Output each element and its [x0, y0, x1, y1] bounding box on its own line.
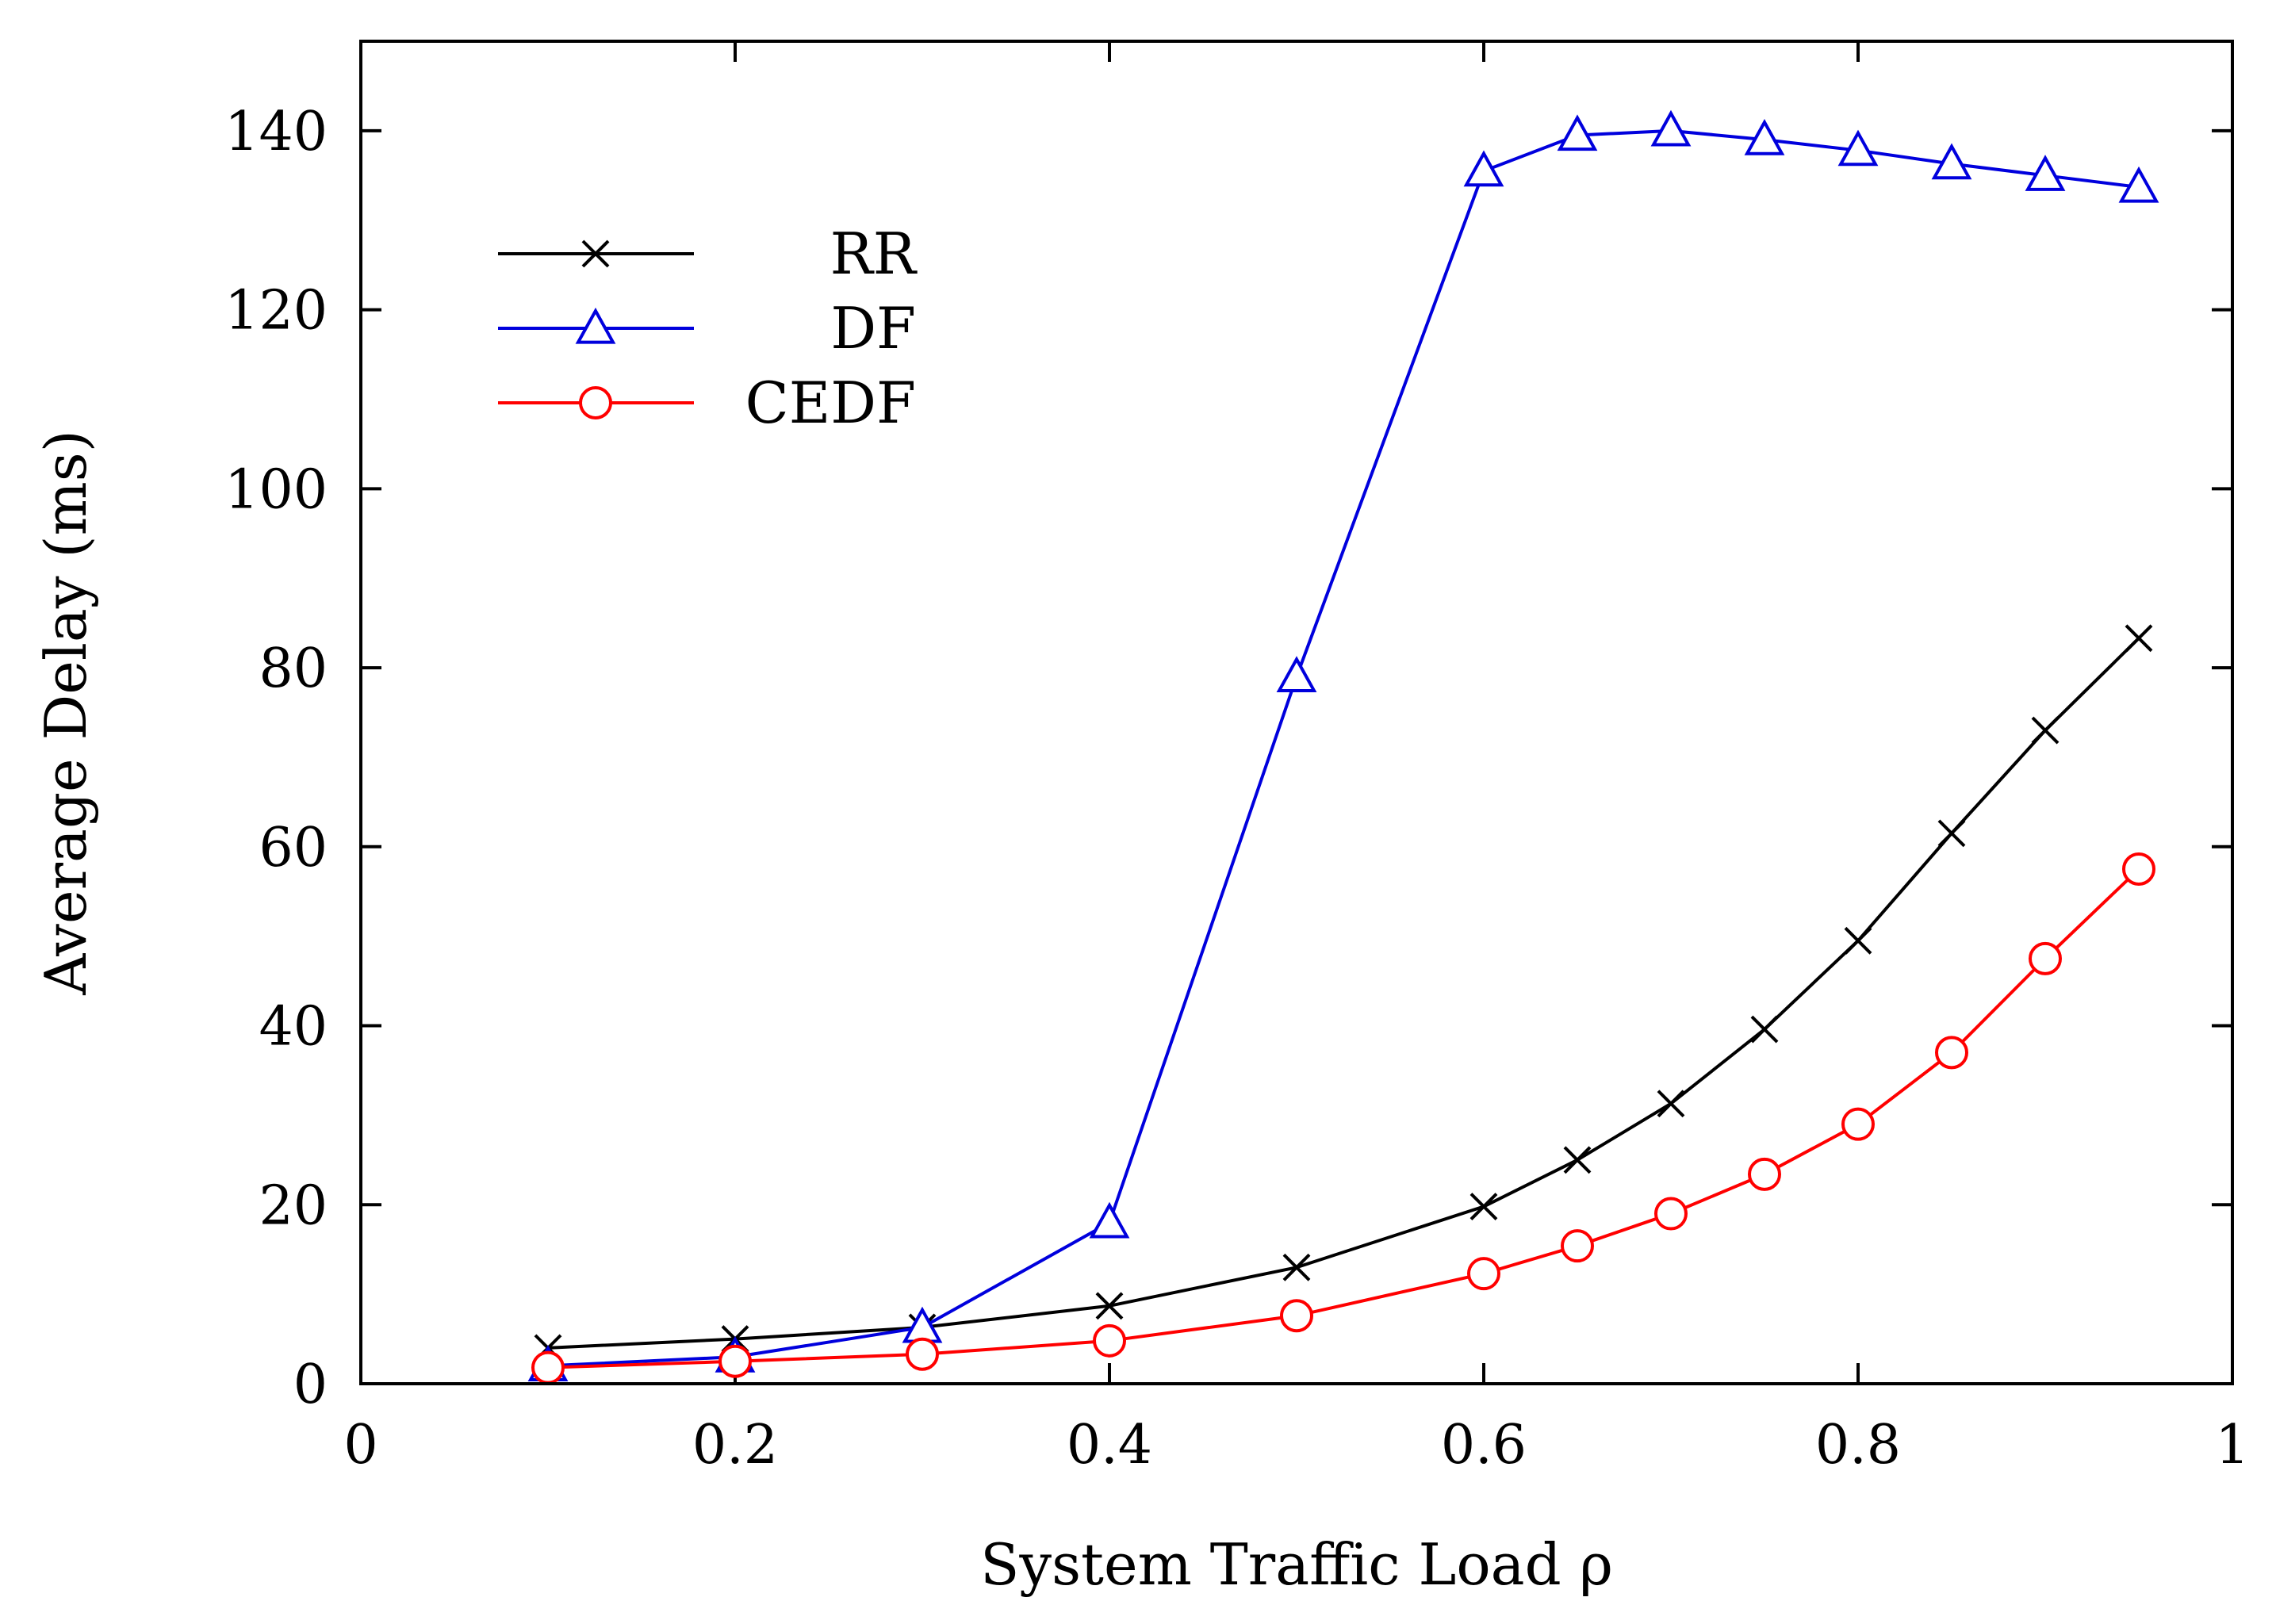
x-tick-label: 0.4: [1067, 1414, 1152, 1477]
df-data-point: [2118, 166, 2159, 203]
series-markers: [527, 109, 2159, 1385]
legend-entry-rr: RR: [498, 220, 918, 287]
cedf-data-point: [906, 1337, 939, 1371]
x-tick-label: 0.8: [1815, 1414, 1901, 1477]
y-tick-label: 60: [259, 817, 328, 879]
legend-label-cedf: CEDF: [745, 370, 916, 436]
df-data-point: [1931, 143, 1972, 180]
x-tick-label: 0.6: [1441, 1414, 1527, 1477]
df-data-point: [1744, 119, 1785, 155]
rr-data-point: [1469, 1193, 1498, 1220]
rr-data-point: [1657, 1090, 1685, 1118]
y-tick-label: 20: [259, 1174, 328, 1237]
y-tick-label: 120: [224, 280, 328, 343]
cedf-data-point: [1935, 1036, 1968, 1070]
x-tick-label: 1: [2215, 1414, 2249, 1477]
plot-frame: [359, 40, 2234, 1385]
cedf-data-point: [1841, 1107, 1875, 1141]
rr-data-point: [1750, 1015, 1779, 1044]
x-tick-label: 0: [343, 1414, 377, 1477]
df-data-point: [2025, 155, 2066, 191]
df-data-point: [1276, 656, 1317, 692]
rr-data-point: [1095, 1292, 1124, 1320]
df-data-point: [1837, 129, 1879, 167]
df-data-point: [1089, 1201, 1130, 1239]
cedf-data-point: [1561, 1229, 1594, 1263]
cedf-data-point: [531, 1350, 565, 1385]
y-tick-label: 140: [224, 101, 328, 163]
legend-marker-rr: [581, 239, 610, 268]
cedf-data-point: [2122, 852, 2155, 887]
rr-data-point: [2125, 624, 2153, 653]
cedf-data-point: [718, 1344, 752, 1378]
rr-data-point: [2031, 716, 2060, 745]
legend: RR DF CEDF: [498, 220, 918, 436]
cedf-data-point: [1467, 1257, 1500, 1291]
rr-data-point: [1937, 819, 1966, 848]
df-data-point: [1557, 114, 1598, 151]
df-data-point: [1650, 109, 1692, 147]
df-data-point: [1463, 150, 1504, 187]
cedf-data-point: [1093, 1323, 1126, 1358]
rr-data-point: [1282, 1253, 1311, 1281]
legend-label-rr: RR: [830, 220, 918, 287]
tick-labels: 0 0.2 0.4 0.6 0.8 1 0 20 40 60 80 100 120 140: [224, 101, 2249, 1477]
x-tick-label: 0.2: [692, 1414, 778, 1477]
rr-data-point: [1563, 1146, 1592, 1174]
y-tick-label: 40: [259, 996, 328, 1059]
legend-entry-cedf: CEDF: [498, 370, 916, 436]
y-tick-label: 80: [259, 638, 328, 700]
legend-marker-df: [575, 307, 616, 344]
legend-marker-cedf: [579, 386, 612, 419]
y-tick-label: 100: [224, 458, 328, 521]
rr-data-point: [1844, 926, 1872, 955]
cedf-data-point: [2029, 941, 2062, 975]
y-axis-title: Average Delay (ms): [33, 430, 99, 996]
y-tick-label: 0: [293, 1354, 328, 1416]
cedf-data-point: [1748, 1157, 1781, 1191]
cedf-data-point: [1280, 1299, 1313, 1333]
legend-entry-df: DF: [498, 295, 916, 362]
legend-label-df: DF: [830, 295, 916, 362]
cedf-data-point: [1654, 1197, 1688, 1231]
x-axis-title: System Traffic Load ρ: [980, 1531, 1613, 1598]
